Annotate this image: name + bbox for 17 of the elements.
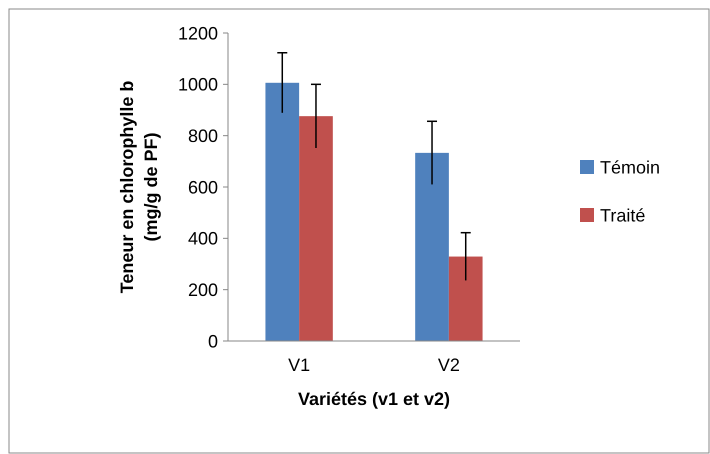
legend-label: Témoin: [600, 157, 660, 178]
x-tick-label: V2: [438, 355, 460, 375]
legend-label: Traité: [600, 205, 646, 226]
y-tick-label: 1000: [178, 74, 218, 95]
y-tick-label: 400: [188, 228, 218, 249]
y-tick-label: 1200: [178, 23, 218, 44]
bar: [299, 116, 333, 341]
y-tick-label: 800: [188, 126, 218, 146]
bar: [265, 82, 300, 341]
x-axis-title: Variétés (v1 et v2): [298, 389, 450, 409]
y-tick-label: 600: [188, 177, 218, 198]
bar: [415, 152, 449, 341]
y-tick-label: 200: [188, 280, 218, 300]
x-tick-label: V1: [288, 355, 310, 375]
y-tick-label: 0: [208, 331, 218, 352]
bar: [448, 256, 483, 341]
y-axis-title: Teneur en chlorophylle b (mg/g de PF): [117, 80, 161, 294]
